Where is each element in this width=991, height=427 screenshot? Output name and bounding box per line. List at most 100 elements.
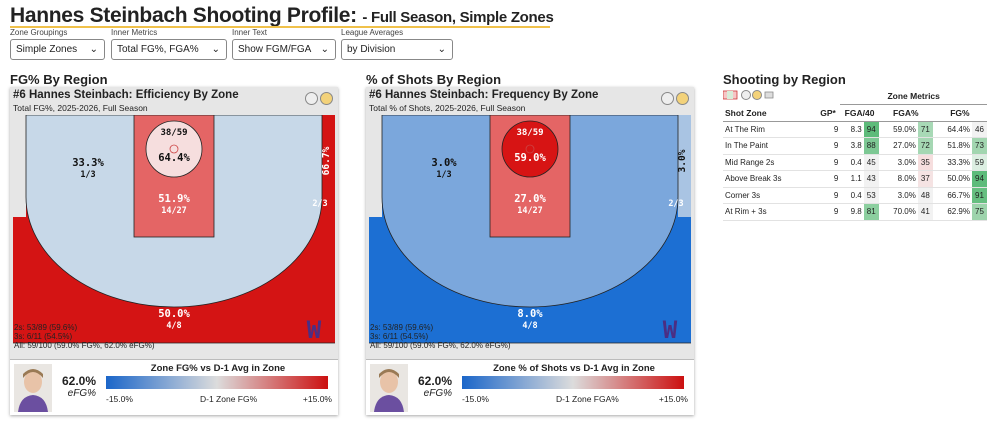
inner-metrics-select[interactable]: Total FG%, FGA% ⌄	[111, 39, 227, 60]
cell-fg: 64.4%	[932, 121, 972, 138]
zone-metrics-header: Zone Metrics	[840, 88, 987, 105]
hoop-icon	[169, 144, 179, 154]
info-icon[interactable]	[676, 92, 689, 106]
legend-max: +15.0%	[658, 394, 688, 404]
legend-axis-label: D-1 Zone FGA%	[556, 394, 619, 404]
midrange-value: 33.3%	[72, 157, 104, 169]
legend-title: Zone % of Shots vs D-1 Avg in Zone	[493, 363, 655, 374]
table-row: At The Rim 9 8.3 94 59.0% 71 64.4% 46	[723, 121, 987, 138]
cell-fga40: 3.8	[840, 137, 864, 155]
cell-fgapct-pctile: 48	[917, 187, 933, 204]
col-gp[interactable]: GP*	[815, 104, 841, 122]
above-break-made-att: 4/8	[166, 321, 181, 331]
shot-summary: 2s: 53/89 (59.6%) 3s: 6/11 (54.5%) All: …	[14, 323, 155, 350]
cell-fga40: 0.4	[840, 187, 864, 204]
zone-groupings-value: Simple Zones	[16, 44, 78, 55]
cell-fga40: 8.3	[840, 121, 864, 138]
cell-zone: At Rim + 3s	[723, 203, 816, 221]
title-subtitle: - Full Season, Simple Zones	[362, 9, 554, 26]
table-tools-icon[interactable]	[722, 89, 787, 101]
efg-value: 62.0%	[61, 374, 96, 388]
threes-summary: 3s: 6/11 (54.5%)	[370, 332, 429, 341]
player-avatar	[14, 364, 52, 412]
frequency-court-chart: 38/5959.0%27.0%14/273.0%1/33.0%2/38.0%4/…	[369, 115, 691, 359]
legend-axis-label: D-1 Zone FG%	[200, 394, 258, 404]
toggle-icon[interactable]	[661, 92, 674, 106]
cell-gp: 9	[815, 154, 841, 171]
page-title: Hannes Steinbach Shooting Profile: - Ful…	[10, 4, 554, 28]
cell-zone: Above Break 3s	[723, 170, 816, 188]
table-row: Corner 3s 9 0.4 53 3.0% 48 66.7% 91	[723, 187, 987, 204]
table-row: Above Break 3s 9 1.1 43 8.0% 37 50.0% 94	[723, 170, 987, 188]
table-toolbar	[722, 88, 840, 105]
cell-fg-pctile: 46	[972, 121, 987, 138]
title-text: Hannes Steinbach Shooting Profile:	[10, 4, 357, 27]
cell-fga40-pctile: 94	[863, 121, 879, 138]
cell-zone: In The Paint	[723, 137, 816, 155]
col-fg[interactable]: FG%	[932, 104, 987, 122]
efg-display: 62.0% eFG%	[412, 374, 452, 399]
col-fgapct[interactable]: FGA%	[878, 104, 933, 122]
player-photo-icon	[14, 364, 52, 412]
inner-text-value: Show FGM/FGA	[238, 44, 312, 55]
cell-fg: 33.3%	[932, 154, 972, 171]
cell-fg: 50.0%	[932, 170, 972, 188]
hoop-icon	[525, 144, 535, 154]
cell-fgapct-pctile: 41	[917, 203, 933, 221]
inner-text-select[interactable]: Show FGM/FGA ⌄	[232, 39, 336, 60]
info-icon[interactable]	[320, 92, 333, 106]
table-heading: Shooting by Region	[723, 72, 846, 87]
legend-gradient	[106, 376, 328, 389]
logo-letter: W	[663, 316, 678, 344]
card-icons	[303, 90, 333, 108]
table-row: In The Paint 9 3.8 88 27.0% 72 51.8% 73	[723, 137, 987, 155]
cell-gp: 9	[815, 137, 841, 155]
washington-logo: W	[663, 316, 678, 344]
cell-fgapct: 70.0%	[878, 203, 918, 221]
cell-fga40: 9.8	[840, 203, 864, 221]
inner-metrics-value: Total FG%, FGA%	[117, 44, 199, 55]
inner-metrics-control: Inner Metrics Total FG%, FGA% ⌄	[111, 28, 227, 60]
all-summary: All: 59/100 (59.0% FG%, 62.0% eFG%)	[370, 341, 511, 350]
cell-gp: 9	[815, 187, 841, 204]
cell-fg-pctile: 59	[972, 154, 987, 171]
col-fga40[interactable]: FGA/40	[840, 104, 879, 122]
legend-max: +15.0%	[302, 394, 332, 404]
league-averages-select[interactable]: by Division ⌄	[341, 39, 453, 60]
cell-fg-pctile: 91	[972, 187, 987, 204]
twos-summary: 2s: 53/89 (59.6%)	[370, 323, 434, 332]
zone-corner-3-right	[322, 115, 335, 217]
zone-groupings-control: Zone Groupings Simple Zones ⌄	[10, 28, 105, 60]
corner-3-made-att: 2/3	[312, 199, 327, 209]
cell-fgapct-pctile: 35	[917, 154, 933, 171]
paint-made-att: 14/27	[161, 206, 187, 216]
threes-summary: 3s: 6/11 (54.5%)	[14, 332, 73, 341]
cell-fg-pctile: 75	[972, 203, 987, 221]
cell-fga40-pctile: 45	[863, 154, 879, 171]
zone-groupings-select[interactable]: Simple Zones ⌄	[10, 39, 105, 60]
paint-made-att: 14/27	[517, 206, 543, 216]
col-shot-zone[interactable]: Shot Zone	[723, 104, 816, 122]
efficiency-court-chart: 38/59 64.4% 51.9%14/27 33.3%1/3 66.7% 2/3 50.0…	[13, 115, 335, 359]
chevron-down-icon: ⌄	[437, 44, 446, 55]
table-row: At Rim + 3s 9 9.8 81 70.0% 41 62.9% 75	[723, 203, 987, 221]
chevron-down-icon: ⌄	[320, 44, 329, 55]
cell-gp: 9	[815, 121, 841, 138]
cell-fg-pctile: 94	[972, 170, 987, 188]
legend-gradient	[462, 376, 684, 389]
cell-fgapct: 8.0%	[878, 170, 918, 188]
twos-summary: 2s: 53/89 (59.6%)	[14, 323, 78, 332]
zone-corner-3-left	[369, 115, 382, 217]
cell-fg: 51.8%	[932, 137, 972, 155]
cell-fgapct: 59.0%	[878, 121, 918, 138]
washington-logo: W	[307, 316, 322, 344]
toggle-icon[interactable]	[305, 92, 318, 106]
inner-text-control: Inner Text Show FGM/FGA ⌄	[232, 28, 336, 60]
cell-fg-pctile: 73	[972, 137, 987, 155]
rim-made-att: 38/59	[160, 128, 187, 138]
cell-fg: 62.9%	[932, 203, 972, 221]
cell-fgapct: 27.0%	[878, 137, 918, 155]
above-break-made-att: 4/8	[522, 321, 537, 331]
paint-value: 27.0%	[514, 193, 546, 205]
midrange-value: 3.0%	[431, 157, 457, 169]
